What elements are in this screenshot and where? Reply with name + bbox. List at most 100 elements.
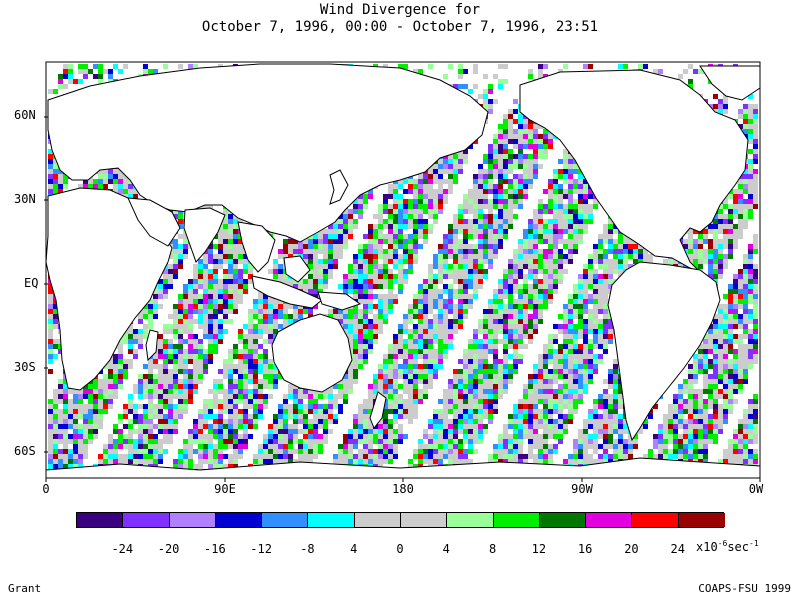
- data-cell: [528, 119, 533, 124]
- data-cell: [213, 254, 218, 259]
- data-cell: [528, 184, 533, 189]
- data-cell: [368, 259, 373, 264]
- data-cell: [753, 114, 758, 119]
- data-cell: [358, 309, 363, 314]
- data-cell: [753, 179, 758, 184]
- data-cell: [243, 279, 248, 284]
- data-cell: [528, 154, 533, 159]
- data-cell: [418, 179, 423, 184]
- data-cell: [543, 134, 548, 139]
- data-cell: [598, 294, 603, 299]
- data-cell: [433, 299, 438, 304]
- data-cell: [288, 239, 293, 244]
- data-cell: [333, 264, 338, 269]
- data-cell: [138, 314, 143, 319]
- data-cell: [568, 254, 573, 259]
- data-cell: [538, 254, 543, 259]
- data-cell: [733, 224, 738, 229]
- data-cell: [538, 219, 543, 224]
- data-cell: [693, 244, 698, 249]
- data-cell: [488, 244, 493, 249]
- data-cell: [558, 214, 563, 219]
- data-cell: [358, 284, 363, 289]
- data-cell: [753, 244, 758, 249]
- data-cell: [493, 219, 498, 224]
- data-cell: [563, 194, 568, 199]
- data-cell: [353, 254, 358, 259]
- data-cell: [378, 264, 383, 269]
- data-cell: [393, 184, 398, 189]
- data-cell: [598, 289, 603, 294]
- data-cell: [368, 189, 373, 194]
- data-cell: [223, 259, 228, 264]
- data-cell: [573, 204, 578, 209]
- data-cell: [753, 129, 758, 134]
- data-cell: [228, 309, 233, 314]
- data-cell: [413, 204, 418, 209]
- data-cell: [508, 189, 513, 194]
- data-cell: [228, 214, 233, 219]
- data-cell: [553, 279, 558, 284]
- data-cell: [593, 199, 598, 204]
- data-cell: [273, 299, 278, 304]
- data-cell: [538, 264, 543, 269]
- data-cell: [433, 199, 438, 204]
- data-cell: [458, 264, 463, 269]
- data-cell: [168, 284, 173, 289]
- data-cell: [63, 69, 68, 74]
- data-cell: [303, 309, 308, 314]
- data-cell: [733, 294, 738, 299]
- data-cell: [753, 169, 758, 174]
- data-cell: [428, 174, 433, 179]
- data-cell: [173, 209, 178, 214]
- data-cell: [523, 274, 528, 279]
- data-cell: [728, 294, 733, 299]
- data-cell: [268, 314, 273, 319]
- data-cell: [373, 259, 378, 264]
- data-cell: [173, 264, 178, 269]
- data-cell: [743, 109, 748, 114]
- data-cell: [483, 224, 488, 229]
- data-cell: [183, 239, 188, 244]
- data-cell: [548, 294, 553, 299]
- data-cell: [623, 239, 628, 244]
- data-cell: [503, 214, 508, 219]
- data-cell: [393, 199, 398, 204]
- data-cell: [453, 214, 458, 219]
- data-cell: [748, 254, 753, 259]
- data-cell: [613, 254, 618, 259]
- data-cell: [443, 164, 448, 169]
- data-cell: [48, 169, 53, 174]
- data-cell: [553, 184, 558, 189]
- data-cell: [543, 209, 548, 214]
- data-cell: [748, 169, 753, 174]
- data-cell: [623, 254, 628, 259]
- data-cell: [503, 154, 508, 159]
- data-cell: [213, 269, 218, 274]
- data-cell: [443, 194, 448, 199]
- data-cell: [373, 274, 378, 279]
- data-cell: [713, 104, 718, 109]
- data-cell: [498, 304, 503, 309]
- data-cell: [303, 284, 308, 289]
- data-cell: [378, 249, 383, 254]
- data-cell: [398, 184, 403, 189]
- data-cell: [723, 224, 728, 229]
- data-cell: [313, 264, 318, 269]
- data-cell: [203, 289, 208, 294]
- data-cell: [518, 174, 523, 179]
- data-cell: [388, 299, 393, 304]
- data-cell: [443, 254, 448, 259]
- data-cell: [438, 244, 443, 249]
- data-cell: [223, 309, 228, 314]
- data-cell: [583, 224, 588, 229]
- data-cell: [538, 74, 543, 79]
- data-cell: [483, 174, 488, 179]
- data-cell: [588, 219, 593, 224]
- data-cell: [738, 189, 743, 194]
- data-cell: [513, 199, 518, 204]
- data-cell: [388, 304, 393, 309]
- data-cell: [233, 254, 238, 259]
- data-cell: [498, 209, 503, 214]
- data-cell: [598, 299, 603, 304]
